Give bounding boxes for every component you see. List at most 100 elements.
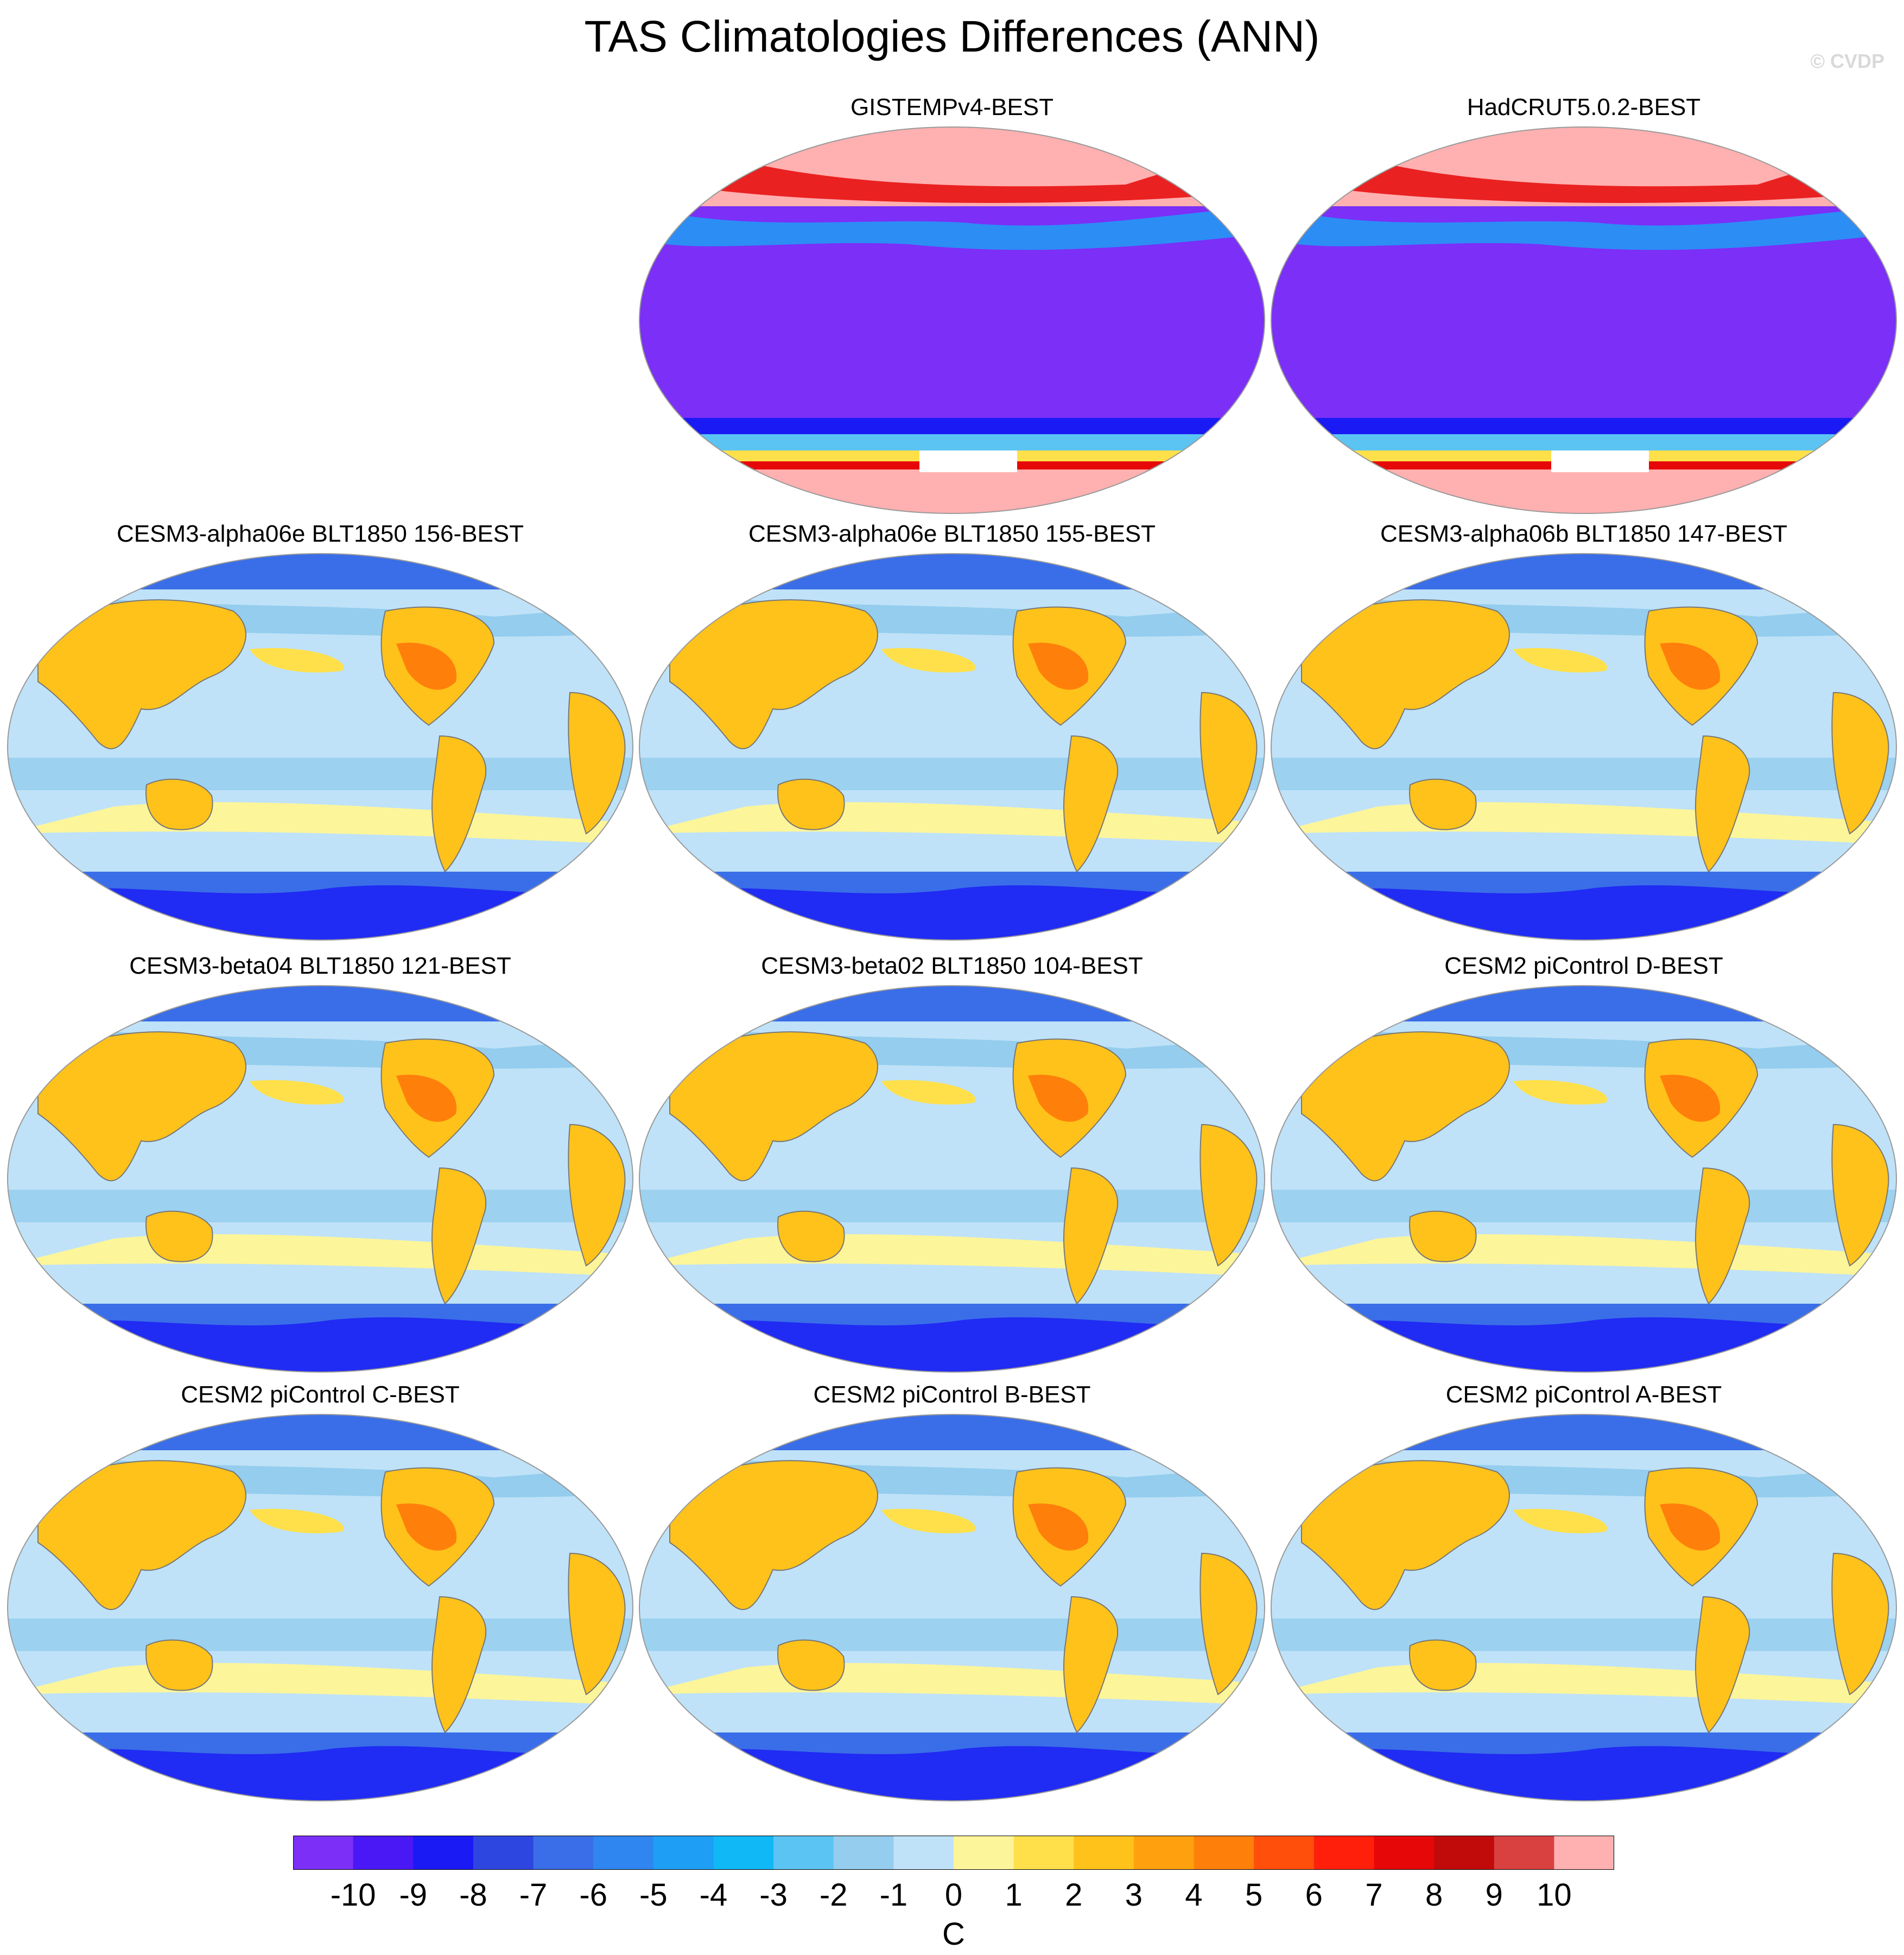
antarctic-deep-band bbox=[639, 1746, 1265, 1801]
map-panel: CESM2 piControl B-BEST bbox=[637, 1380, 1267, 1808]
map-outline bbox=[7, 1414, 633, 1801]
cvdp-copyright: © CVDP bbox=[1810, 50, 1884, 72]
southern-light-band bbox=[1271, 434, 1896, 450]
australia-landmass bbox=[1409, 778, 1477, 830]
colorbar-swatch bbox=[1194, 1836, 1254, 1870]
missing-data-patch bbox=[1551, 450, 1649, 472]
map-panel: CESM3-beta04 BLT1850 121-BEST bbox=[5, 951, 635, 1380]
asia-europe-landmass bbox=[1301, 1460, 1510, 1610]
arctic-band bbox=[8, 986, 633, 1021]
australia-landmass bbox=[1409, 1210, 1477, 1262]
southern-light-band bbox=[639, 434, 1265, 450]
colorbar bbox=[293, 1836, 1614, 1870]
colorbar-tick-label: -2 bbox=[819, 1877, 848, 1913]
asia-europe-landmass bbox=[669, 599, 878, 750]
antarctic-deep-band bbox=[1271, 885, 1896, 940]
tropical-band bbox=[1271, 1618, 1896, 1651]
colorbar-swatch bbox=[1013, 1836, 1074, 1870]
asia-europe-landmass bbox=[37, 1460, 246, 1610]
tropical-band bbox=[1271, 1190, 1896, 1222]
panel-title: GISTEMPv4-BEST bbox=[850, 94, 1054, 120]
africa-landmass bbox=[1831, 1552, 1889, 1696]
australia-landmass bbox=[1409, 1639, 1477, 1691]
antarctic-deep-band bbox=[8, 1746, 633, 1801]
colorbar-swatch bbox=[1494, 1836, 1554, 1870]
asia-europe-landmass bbox=[1301, 1031, 1510, 1182]
missing-data-patch bbox=[919, 450, 1017, 472]
map-outline bbox=[1271, 126, 1897, 514]
antarctic-deep-band bbox=[639, 1317, 1265, 1372]
tropical-band bbox=[639, 1190, 1265, 1222]
panel-title: CESM3-beta02 BLT1850 104-BEST bbox=[761, 953, 1143, 979]
colorbar-tick-label: -6 bbox=[579, 1877, 607, 1913]
colorbar-swatch bbox=[1374, 1836, 1435, 1870]
north-pacific-anomaly bbox=[250, 1080, 344, 1105]
south-america-landmass bbox=[431, 1167, 487, 1305]
africa-landmass bbox=[568, 1124, 626, 1267]
map-panel: CESM3-alpha06e BLT1850 155-BEST bbox=[637, 519, 1267, 948]
arctic-gradient bbox=[1271, 206, 1896, 250]
colorbar-tick-label: 4 bbox=[1185, 1877, 1203, 1913]
map-outline bbox=[639, 1414, 1265, 1801]
asia-europe-landmass bbox=[37, 1031, 246, 1182]
map-panel: GISTEMPv4-BEST bbox=[637, 92, 1267, 521]
colorbar-swatch bbox=[413, 1836, 474, 1870]
arctic-band bbox=[8, 554, 633, 589]
australia-landmass bbox=[777, 1639, 845, 1691]
antarctic-deep-band bbox=[8, 1317, 633, 1372]
map-outline bbox=[7, 985, 633, 1373]
north-america-warm-anomaly bbox=[1028, 1503, 1089, 1551]
colorbar-tick-label: 7 bbox=[1365, 1877, 1383, 1913]
robinson-map bbox=[639, 126, 1265, 514]
south-america-landmass bbox=[1063, 1167, 1119, 1305]
colorbar-tick-label: -8 bbox=[459, 1877, 487, 1913]
southern-blue-band bbox=[1271, 418, 1896, 434]
colorbar-swatch bbox=[713, 1836, 774, 1870]
south-america-landmass bbox=[1063, 735, 1119, 873]
colorbar-tick-label: -5 bbox=[639, 1877, 668, 1913]
north-america-warm-anomaly bbox=[396, 1503, 457, 1551]
north-america-warm-anomaly bbox=[1028, 643, 1089, 690]
colorbar-swatch bbox=[773, 1836, 834, 1870]
colorbar-tick-label: -10 bbox=[330, 1877, 376, 1913]
arctic-gradient bbox=[639, 206, 1265, 250]
africa-landmass bbox=[568, 1552, 626, 1696]
colorbar-tick-label: 1 bbox=[1005, 1877, 1023, 1913]
robinson-map bbox=[1271, 985, 1897, 1373]
north-pacific-anomaly bbox=[881, 1509, 976, 1534]
asia-europe-landmass bbox=[669, 1031, 878, 1182]
robinson-map bbox=[639, 553, 1265, 941]
map-panel: CESM2 piControl A-BEST bbox=[1269, 1380, 1899, 1808]
africa-landmass bbox=[1831, 1124, 1889, 1267]
africa-landmass bbox=[1199, 691, 1258, 835]
antarctic-deep-band bbox=[1271, 1746, 1896, 1801]
africa-landmass bbox=[568, 691, 626, 835]
colorbar-tick-label: -4 bbox=[699, 1877, 728, 1913]
arctic-band bbox=[639, 986, 1265, 1021]
south-america-landmass bbox=[1695, 1596, 1750, 1734]
north-america-warm-anomaly bbox=[396, 1075, 457, 1122]
colorbar-swatch bbox=[1313, 1836, 1374, 1870]
colorbar-swatch bbox=[593, 1836, 654, 1870]
tropical-band bbox=[8, 1618, 633, 1651]
robinson-map bbox=[1271, 1414, 1897, 1801]
figure-title: TAS Climatologies Differences (ANN) bbox=[584, 12, 1320, 61]
panel-title: CESM3-alpha06b BLT1850 147-BEST bbox=[1380, 521, 1788, 547]
robinson-map bbox=[1271, 553, 1897, 941]
north-america-warm-anomaly bbox=[1660, 643, 1721, 690]
antarctic-deep-band bbox=[8, 885, 633, 940]
panel-title: CESM3-alpha06e BLT1850 156-BEST bbox=[116, 521, 524, 547]
arctic-band bbox=[1271, 986, 1896, 1021]
colorbar-tick-label: 8 bbox=[1425, 1877, 1443, 1913]
africa-landmass bbox=[1199, 1124, 1258, 1267]
colorbar-swatch bbox=[533, 1836, 594, 1870]
australia-landmass bbox=[145, 778, 213, 830]
colorbar-tick-label: -1 bbox=[879, 1877, 908, 1913]
colorbar-swatch bbox=[653, 1836, 714, 1870]
south-america-landmass bbox=[431, 735, 487, 873]
africa-landmass bbox=[1831, 691, 1889, 835]
north-pacific-anomaly bbox=[250, 1509, 344, 1534]
north-pacific-anomaly bbox=[881, 648, 976, 673]
southern-blue-band bbox=[639, 418, 1265, 434]
asia-europe-landmass bbox=[37, 599, 246, 750]
